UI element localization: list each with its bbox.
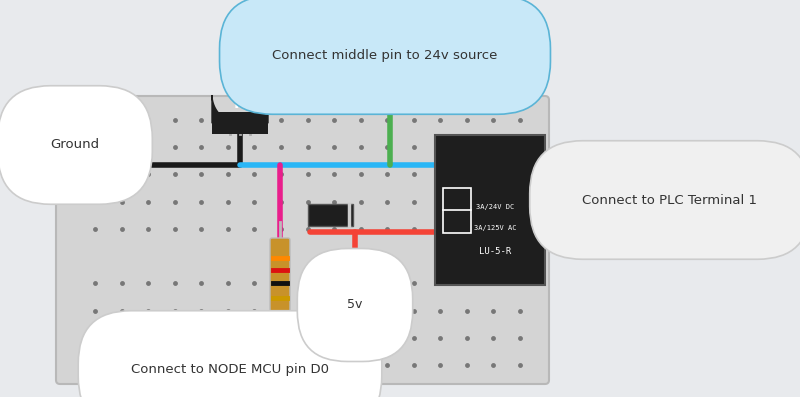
Circle shape xyxy=(379,17,401,39)
Circle shape xyxy=(639,221,661,243)
Circle shape xyxy=(269,337,291,359)
FancyBboxPatch shape xyxy=(307,204,353,226)
FancyBboxPatch shape xyxy=(56,96,549,384)
Text: 3A/24V DC: 3A/24V DC xyxy=(476,204,514,210)
FancyBboxPatch shape xyxy=(270,238,290,322)
Text: Connect to PLC Terminal 1: Connect to PLC Terminal 1 xyxy=(582,193,758,206)
Circle shape xyxy=(82,154,104,176)
Text: Connect middle pin to 24v source: Connect middle pin to 24v source xyxy=(272,48,498,62)
Bar xyxy=(435,135,545,285)
Text: N: N xyxy=(234,96,246,111)
Bar xyxy=(212,112,268,134)
Text: LU-5-R: LU-5-R xyxy=(479,247,512,256)
Text: Connect to NODE MCU pin D0: Connect to NODE MCU pin D0 xyxy=(131,364,329,376)
Text: 5v: 5v xyxy=(347,299,362,312)
Text: Ground: Ground xyxy=(50,139,99,152)
Polygon shape xyxy=(212,95,268,123)
Bar xyxy=(443,187,471,233)
Circle shape xyxy=(344,337,366,359)
Text: 3A/125V AC: 3A/125V AC xyxy=(474,225,517,231)
